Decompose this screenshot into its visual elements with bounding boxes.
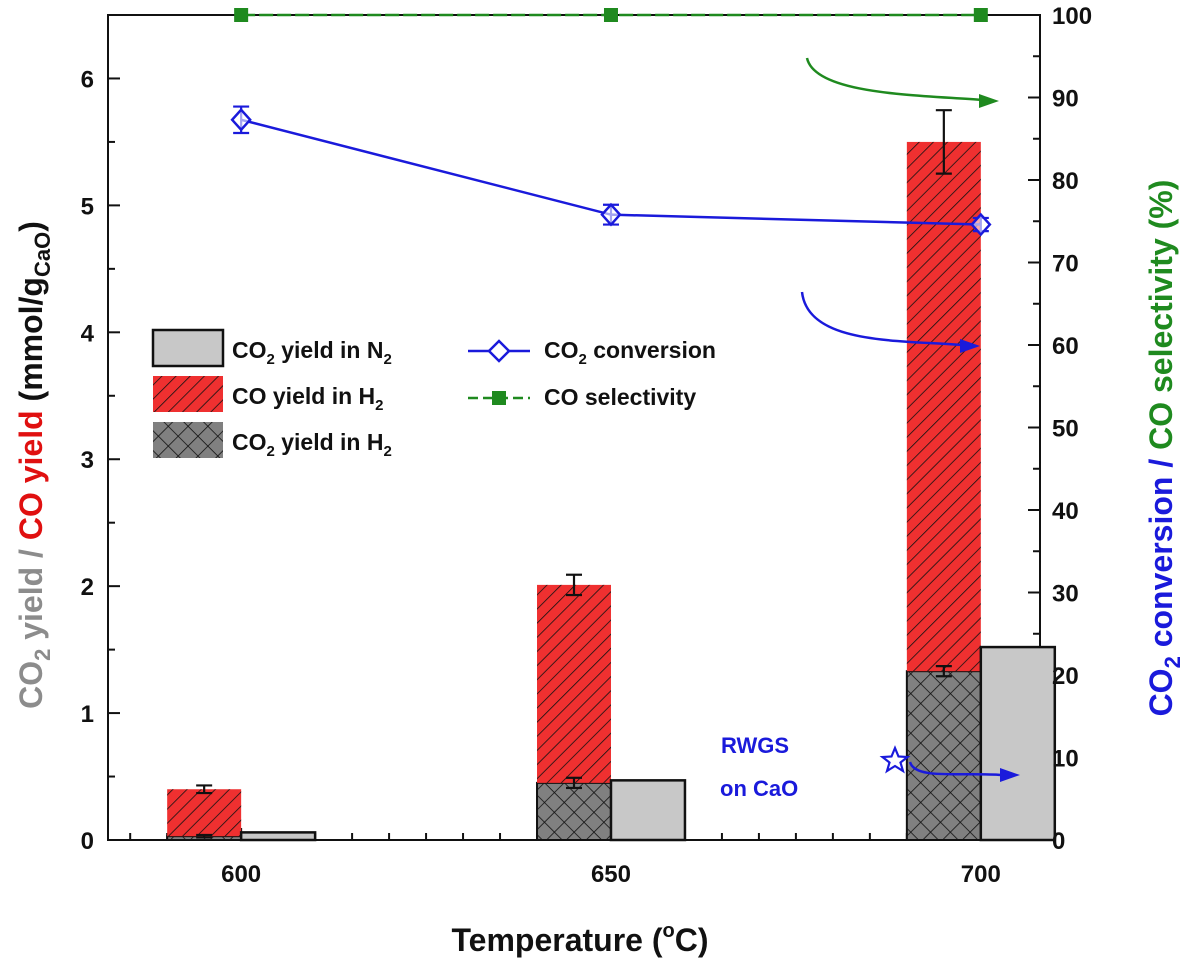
bar-co-yield-h2-pattern bbox=[906, 141, 981, 672]
right-tick-label: 70 bbox=[1052, 251, 1079, 278]
arrowhead-conversion bbox=[960, 339, 980, 353]
right-tick-label: 30 bbox=[1052, 581, 1079, 608]
annotation-on-cao: on CaO bbox=[720, 776, 798, 801]
y-left-title-unit-sub: CaO bbox=[30, 232, 55, 277]
y-axis-left-title: CO2 yield / CO yield (mmol/gCaO) bbox=[13, 221, 55, 709]
legend-label-co-yield-h2: CO yield in H2 bbox=[232, 383, 383, 414]
arrowhead-rwgs bbox=[1000, 768, 1020, 782]
arrowhead-selectivity bbox=[979, 94, 999, 108]
legend-label-co2-yield-h2: CO2 yield in H2 bbox=[232, 429, 392, 460]
marker-co2-conversion bbox=[600, 202, 622, 227]
marker-co-selectivity bbox=[603, 8, 618, 22]
arrow-rwgs bbox=[908, 761, 1003, 777]
right-tick-label: 80 bbox=[1052, 168, 1079, 195]
bar-group bbox=[166, 109, 1057, 842]
y-axis-right-title: CO2 conversion / CO selectivity (%) bbox=[1143, 180, 1185, 717]
line-group bbox=[230, 8, 992, 237]
legend-swatch-co2-yield-n2 bbox=[151, 328, 225, 368]
y-left-title-yield: yield / bbox=[13, 540, 49, 648]
annotation-rwgs: RWGS bbox=[721, 733, 789, 758]
right-tick-label: 100 bbox=[1052, 3, 1092, 30]
y-right-title-selectivity: CO selectivity (%) bbox=[1143, 180, 1179, 450]
left-tick-label: 1 bbox=[81, 701, 94, 728]
legend: CO2 yield in N2 CO yield in H2 CO2 yield… bbox=[151, 328, 716, 460]
marker-co-selectivity bbox=[234, 8, 249, 22]
y-right-title-co2: CO bbox=[1143, 668, 1179, 716]
y-left-title-co2: CO bbox=[13, 661, 49, 709]
x-tick-label: 600 bbox=[221, 861, 261, 888]
y-right-title-conversion: conversion / bbox=[1143, 450, 1179, 656]
left-tick-label: 2 bbox=[81, 574, 94, 601]
left-tick-label: 6 bbox=[81, 66, 94, 93]
right-tick-label: 90 bbox=[1052, 86, 1079, 113]
legend-marker-co-selectivity bbox=[492, 391, 506, 405]
right-tick-label: 10 bbox=[1052, 746, 1079, 773]
right-tick-label: 60 bbox=[1052, 333, 1079, 360]
left-tick-label: 5 bbox=[81, 193, 94, 220]
left-tick-label: 0 bbox=[81, 828, 94, 855]
marker-co2-conversion bbox=[970, 212, 992, 237]
x-axis-title-main: Temperature ( bbox=[452, 922, 663, 958]
legend-swatch-co2-yield-h2-cross bbox=[153, 422, 223, 458]
arrow-conversion bbox=[800, 291, 963, 347]
legend-label-co-selectivity: CO selectivity bbox=[544, 384, 696, 410]
left-tick-label: 3 bbox=[81, 447, 94, 474]
marker-co-selectivity bbox=[973, 8, 988, 22]
y-left-title-co-yield: CO yield bbox=[13, 410, 49, 540]
legend-marker-co2-conversion bbox=[487, 339, 511, 363]
y-right-title-co2-sub: 2 bbox=[1160, 656, 1185, 668]
bar-co2-yield-h2-pattern bbox=[905, 670, 982, 842]
legend-label-co2-conversion: CO2 conversion bbox=[544, 337, 716, 368]
bar-co2-yield-n2 bbox=[239, 831, 317, 842]
y-left-title-unit: (mmol/g bbox=[13, 277, 49, 410]
bar-co-yield-h2-pattern bbox=[167, 789, 242, 837]
x-axis-title: Temperature (oC) bbox=[452, 920, 709, 958]
bar-co-yield-h2-pattern bbox=[537, 584, 611, 783]
bar-co2-yield-n2 bbox=[609, 779, 687, 842]
star-icon bbox=[879, 745, 911, 774]
x-axis-title-end: C) bbox=[675, 922, 709, 958]
y-left-title-co2-sub: 2 bbox=[30, 649, 55, 661]
marker-co2-conversion bbox=[230, 107, 252, 132]
x-tick-label: 650 bbox=[591, 861, 631, 888]
legend-label-co2-yield-n2: CO2 yield in N2 bbox=[232, 337, 392, 368]
bar-co2-yield-h2-pattern bbox=[536, 781, 612, 842]
x-axis-title-sup: o bbox=[663, 920, 675, 942]
left-tick-label: 4 bbox=[81, 320, 95, 347]
y-left-title-unit-end: ) bbox=[13, 221, 49, 232]
bar-co2-yield-n2 bbox=[979, 645, 1057, 842]
legend-swatch-co-yield-h2-hatch bbox=[153, 376, 223, 412]
annotations: RWGS on CaO bbox=[720, 57, 1020, 801]
right-tick-label: 50 bbox=[1052, 416, 1079, 443]
arrow-selectivity bbox=[805, 57, 983, 102]
right-tick-label: 20 bbox=[1052, 663, 1079, 690]
right-tick-label: 0 bbox=[1052, 828, 1065, 855]
right-tick-label: 40 bbox=[1052, 498, 1079, 525]
x-tick-label: 700 bbox=[961, 861, 1001, 888]
